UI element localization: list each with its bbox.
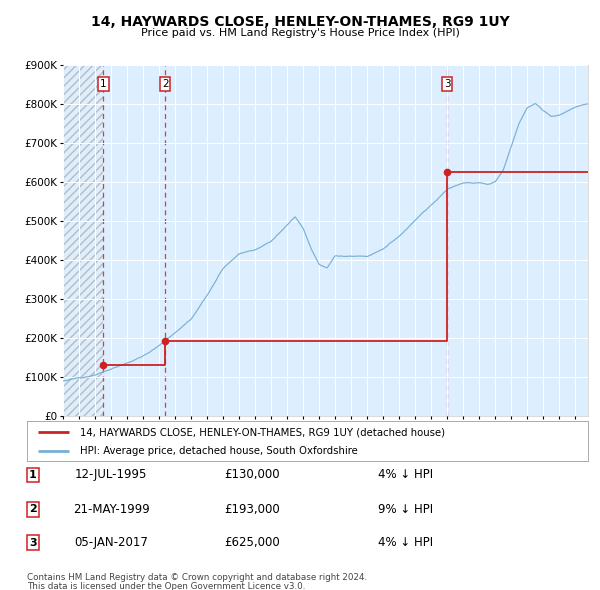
Text: 2: 2 (29, 504, 37, 514)
Text: 12-JUL-1995: 12-JUL-1995 (75, 468, 147, 481)
Text: 4% ↓ HPI: 4% ↓ HPI (378, 468, 433, 481)
Text: £625,000: £625,000 (224, 536, 280, 549)
Text: 1: 1 (29, 470, 37, 480)
Text: 3: 3 (29, 538, 37, 548)
Text: 4% ↓ HPI: 4% ↓ HPI (378, 536, 433, 549)
Text: 14, HAYWARDS CLOSE, HENLEY-ON-THAMES, RG9 1UY: 14, HAYWARDS CLOSE, HENLEY-ON-THAMES, RG… (91, 15, 509, 29)
Text: 9% ↓ HPI: 9% ↓ HPI (378, 503, 433, 516)
Text: This data is licensed under the Open Government Licence v3.0.: This data is licensed under the Open Gov… (27, 582, 305, 590)
Text: Price paid vs. HM Land Registry's House Price Index (HPI): Price paid vs. HM Land Registry's House … (140, 28, 460, 38)
Text: 14, HAYWARDS CLOSE, HENLEY-ON-THAMES, RG9 1UY (detached house): 14, HAYWARDS CLOSE, HENLEY-ON-THAMES, RG… (80, 428, 445, 438)
Text: 1: 1 (100, 79, 107, 89)
Text: £130,000: £130,000 (224, 468, 280, 481)
Text: £193,000: £193,000 (224, 503, 280, 516)
Text: Contains HM Land Registry data © Crown copyright and database right 2024.: Contains HM Land Registry data © Crown c… (27, 573, 367, 582)
Text: 2: 2 (162, 79, 169, 89)
Text: HPI: Average price, detached house, South Oxfordshire: HPI: Average price, detached house, Sout… (80, 447, 358, 456)
Text: 05-JAN-2017: 05-JAN-2017 (74, 536, 148, 549)
Text: 3: 3 (444, 79, 451, 89)
Text: 21-MAY-1999: 21-MAY-1999 (73, 503, 149, 516)
